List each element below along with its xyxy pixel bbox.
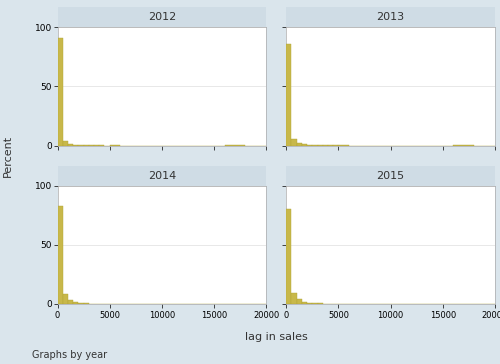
Bar <box>302 301 307 304</box>
Text: 2012: 2012 <box>148 12 176 22</box>
Bar <box>286 44 292 146</box>
Bar <box>68 300 73 304</box>
Bar <box>78 145 84 146</box>
Text: 2013: 2013 <box>376 12 404 22</box>
Bar <box>312 303 318 304</box>
Bar <box>286 209 292 304</box>
Bar <box>62 141 68 146</box>
Bar <box>84 303 89 304</box>
Text: 2015: 2015 <box>376 171 404 181</box>
Bar <box>312 145 318 146</box>
Bar <box>296 299 302 304</box>
Bar <box>68 144 73 146</box>
Bar <box>73 302 78 304</box>
Bar <box>296 143 302 146</box>
Bar <box>307 303 312 304</box>
Bar <box>292 293 296 304</box>
Text: Percent: Percent <box>2 135 12 177</box>
Text: lag in sales: lag in sales <box>245 332 308 342</box>
Bar <box>292 138 296 146</box>
Bar <box>78 303 84 304</box>
Bar <box>58 38 62 146</box>
Bar <box>58 206 62 304</box>
Bar <box>73 145 78 146</box>
Text: Graphs by year: Graphs by year <box>32 351 108 360</box>
Bar <box>307 145 312 146</box>
Text: 2014: 2014 <box>148 171 176 181</box>
Bar <box>62 294 68 304</box>
Bar <box>302 144 307 146</box>
